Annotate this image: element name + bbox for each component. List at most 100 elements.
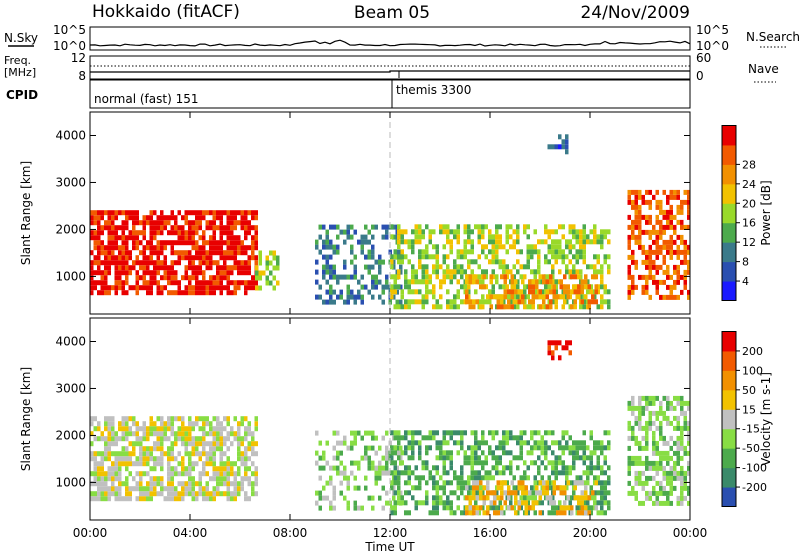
heatmap-cell	[589, 229, 593, 235]
heatmap-cell	[498, 284, 502, 290]
heatmap-cell	[360, 234, 364, 240]
heatmap-cell	[353, 475, 357, 481]
heatmap-cell	[463, 430, 467, 436]
heatmap-cell	[219, 426, 223, 432]
heatmap-cell	[258, 250, 262, 256]
heatmap-cell	[659, 234, 663, 240]
heatmap-cell	[184, 441, 188, 447]
heatmap-cell	[572, 440, 576, 446]
heatmap-cell	[558, 249, 562, 255]
heatmap-cell	[645, 480, 649, 486]
heatmap-cell	[400, 500, 404, 506]
heatmap-cell	[456, 269, 460, 275]
heatmap-cell	[240, 416, 244, 422]
heatmap-cell	[374, 435, 378, 441]
heatmap-cell	[353, 269, 357, 275]
heatmap-cell	[100, 245, 104, 251]
heatmap-cell	[544, 440, 548, 446]
heatmap-cell	[446, 495, 450, 501]
heatmap-cell	[212, 451, 216, 457]
heatmap-cell	[142, 225, 146, 231]
heatmap-cell	[223, 210, 227, 216]
heatmap-cell	[645, 430, 649, 436]
heatmap-cell	[523, 264, 527, 270]
heatmap-cell	[638, 470, 642, 476]
heatmap-cell	[648, 249, 652, 255]
heatmap-cell	[472, 274, 476, 280]
heatmap-cell	[212, 225, 216, 231]
heatmap-cell	[634, 234, 638, 240]
heatmap-cell	[603, 490, 607, 496]
heatmap-cell	[153, 441, 157, 447]
heatmap-cell	[669, 274, 673, 280]
heatmap-cell	[631, 460, 635, 466]
heatmap-cell	[652, 400, 656, 406]
heatmap-cell	[521, 485, 525, 491]
heatmap-cell	[188, 466, 192, 472]
heatmap-cell	[385, 470, 389, 476]
heatmap-cell	[489, 274, 493, 280]
heatmap-cell	[202, 235, 206, 241]
heatmap-cell	[107, 426, 111, 432]
heatmap-cell	[392, 264, 396, 270]
heatmap-cell	[230, 245, 234, 251]
heatmap-cell	[627, 234, 631, 240]
heatmap-cell	[265, 275, 269, 281]
heatmap-cell	[547, 445, 551, 451]
heatmap-cell	[244, 270, 248, 276]
heatmap-cell	[385, 279, 389, 285]
heatmap-cell	[399, 445, 403, 451]
heatmap-cell	[537, 470, 541, 476]
heatmap-cell	[322, 264, 326, 270]
heatmap-cell	[587, 284, 591, 290]
heatmap-cell	[596, 269, 600, 275]
heatmap-cell	[265, 265, 269, 271]
heatmap-cell	[90, 421, 94, 427]
heatmap-cell	[655, 239, 659, 245]
heatmap-cell	[662, 269, 666, 275]
heatmap-cell	[188, 456, 192, 462]
heatmap-cell	[453, 440, 457, 446]
heatmap-cell	[114, 270, 118, 276]
heatmap-cell	[495, 254, 499, 260]
heatmap-cell	[561, 259, 565, 265]
heatmap-cell	[233, 250, 237, 256]
heatmap-cell	[174, 230, 178, 236]
heatmap-cell	[404, 254, 408, 260]
heatmap-cell	[570, 510, 574, 516]
heatmap-cell	[652, 259, 656, 265]
heatmap-cell	[577, 274, 581, 280]
heatmap-cell	[669, 189, 673, 195]
heatmap-cell	[481, 249, 485, 255]
heatmap-cell	[446, 269, 450, 275]
heatmap-cell	[93, 496, 97, 502]
heatmap-cell	[170, 250, 174, 256]
heatmap-cell	[551, 264, 555, 270]
heatmap-cell	[551, 350, 555, 356]
heatmap-cell	[687, 470, 691, 476]
heatmap-cell	[565, 445, 569, 451]
heatmap-cell	[202, 215, 206, 221]
heatmap-cell	[491, 234, 495, 240]
heatmap-cell	[216, 265, 220, 271]
power-heatmap-cells	[90, 134, 691, 310]
heatmap-cell	[460, 435, 464, 441]
heatmap-cell	[93, 230, 97, 236]
heatmap-cell	[603, 229, 607, 235]
heatmap-cell	[97, 466, 101, 472]
heatmap-cell	[244, 260, 248, 266]
heatmap-cell	[607, 239, 611, 245]
heatmap-cell	[167, 446, 171, 452]
heatmap-cell	[572, 234, 576, 240]
heatmap-cell	[659, 490, 663, 496]
heatmap-cell	[97, 270, 101, 276]
heatmap-cell	[332, 485, 336, 491]
heatmap-cell	[652, 440, 656, 446]
heatmap-cell	[468, 495, 472, 501]
heatmap-cell	[582, 445, 586, 451]
heatmap-cell	[502, 430, 506, 436]
heatmap-cell	[648, 219, 652, 225]
heatmap-cell	[638, 420, 642, 426]
heatmap-cell	[418, 450, 422, 456]
heatmap-cell	[481, 430, 485, 436]
